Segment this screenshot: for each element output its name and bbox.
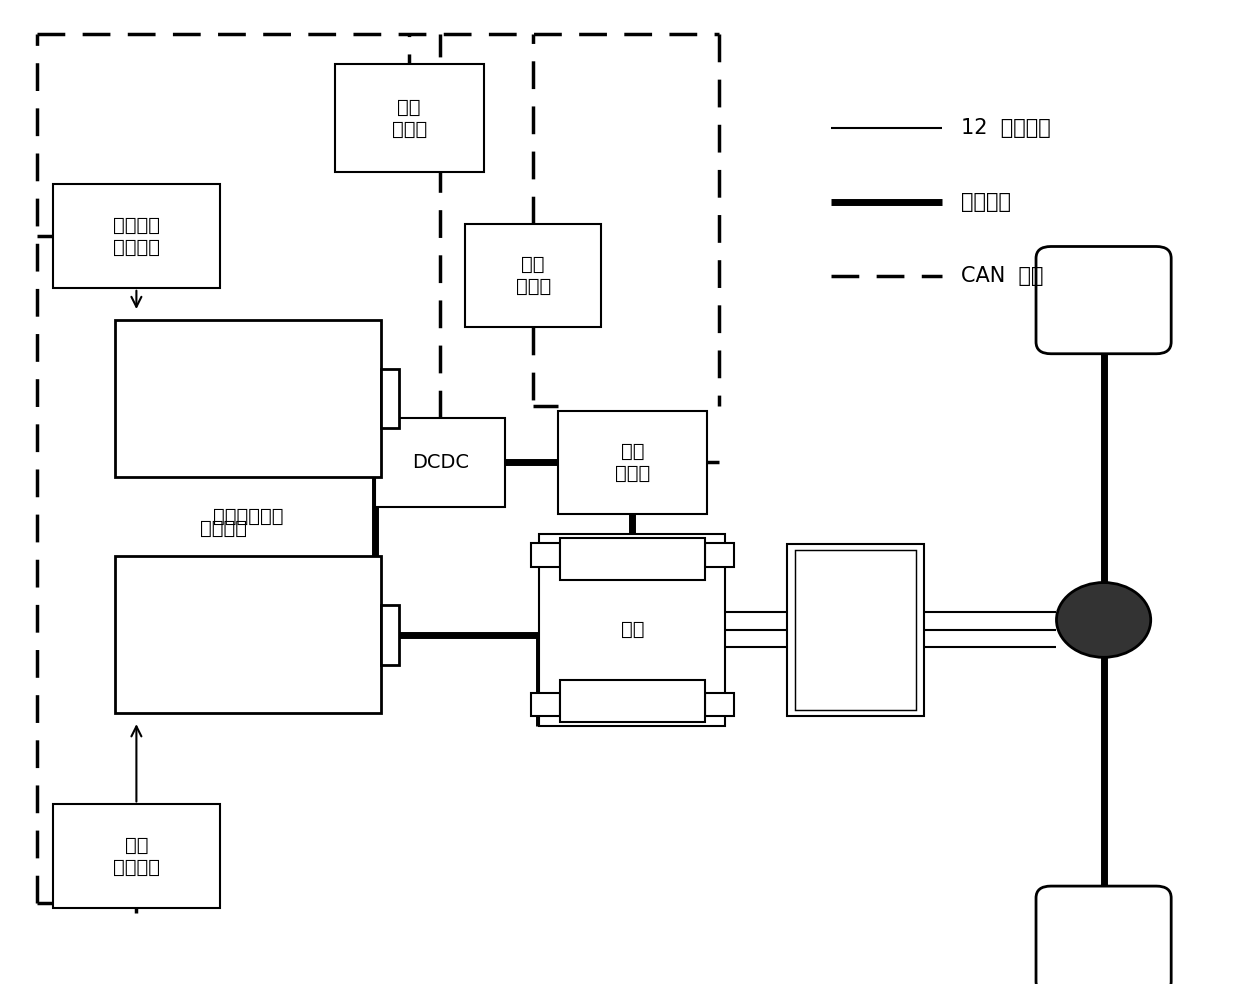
Bar xyxy=(558,411,707,514)
Text: 电机: 电机 xyxy=(621,620,644,640)
Bar xyxy=(465,224,601,327)
Bar xyxy=(52,805,221,907)
Bar xyxy=(795,549,916,710)
FancyBboxPatch shape xyxy=(1037,246,1171,353)
Text: 高压系统: 高压系统 xyxy=(961,192,1011,212)
Bar xyxy=(560,537,704,580)
Text: CAN  通讯: CAN 通讯 xyxy=(961,266,1044,285)
Text: 整车
控制器: 整车 控制器 xyxy=(392,97,427,139)
Text: 燃料电池系统: 燃料电池系统 xyxy=(213,507,283,525)
Bar xyxy=(704,693,734,716)
Text: DCDC: DCDC xyxy=(412,453,469,472)
Circle shape xyxy=(1056,583,1151,657)
Bar xyxy=(560,680,704,722)
Bar xyxy=(382,605,398,664)
Text: 动力电池: 动力电池 xyxy=(200,520,247,538)
Text: 其他
控制器: 其他 控制器 xyxy=(516,255,551,296)
FancyBboxPatch shape xyxy=(1037,886,1171,984)
Bar xyxy=(531,693,560,716)
Bar xyxy=(704,543,734,567)
Bar xyxy=(335,64,484,172)
Bar xyxy=(374,418,506,507)
Bar xyxy=(52,184,221,287)
Bar xyxy=(787,543,924,716)
Bar xyxy=(115,320,381,477)
Text: 电池
管理系统: 电池 管理系统 xyxy=(113,835,160,877)
Bar xyxy=(115,556,381,713)
Bar xyxy=(539,533,725,726)
Text: 12  低压系统: 12 低压系统 xyxy=(961,118,1050,138)
Bar xyxy=(531,543,560,567)
Bar xyxy=(382,369,398,428)
Text: 电机
控制器: 电机 控制器 xyxy=(615,442,650,483)
Text: 燃料电池
管理系统: 燃料电池 管理系统 xyxy=(113,215,160,257)
